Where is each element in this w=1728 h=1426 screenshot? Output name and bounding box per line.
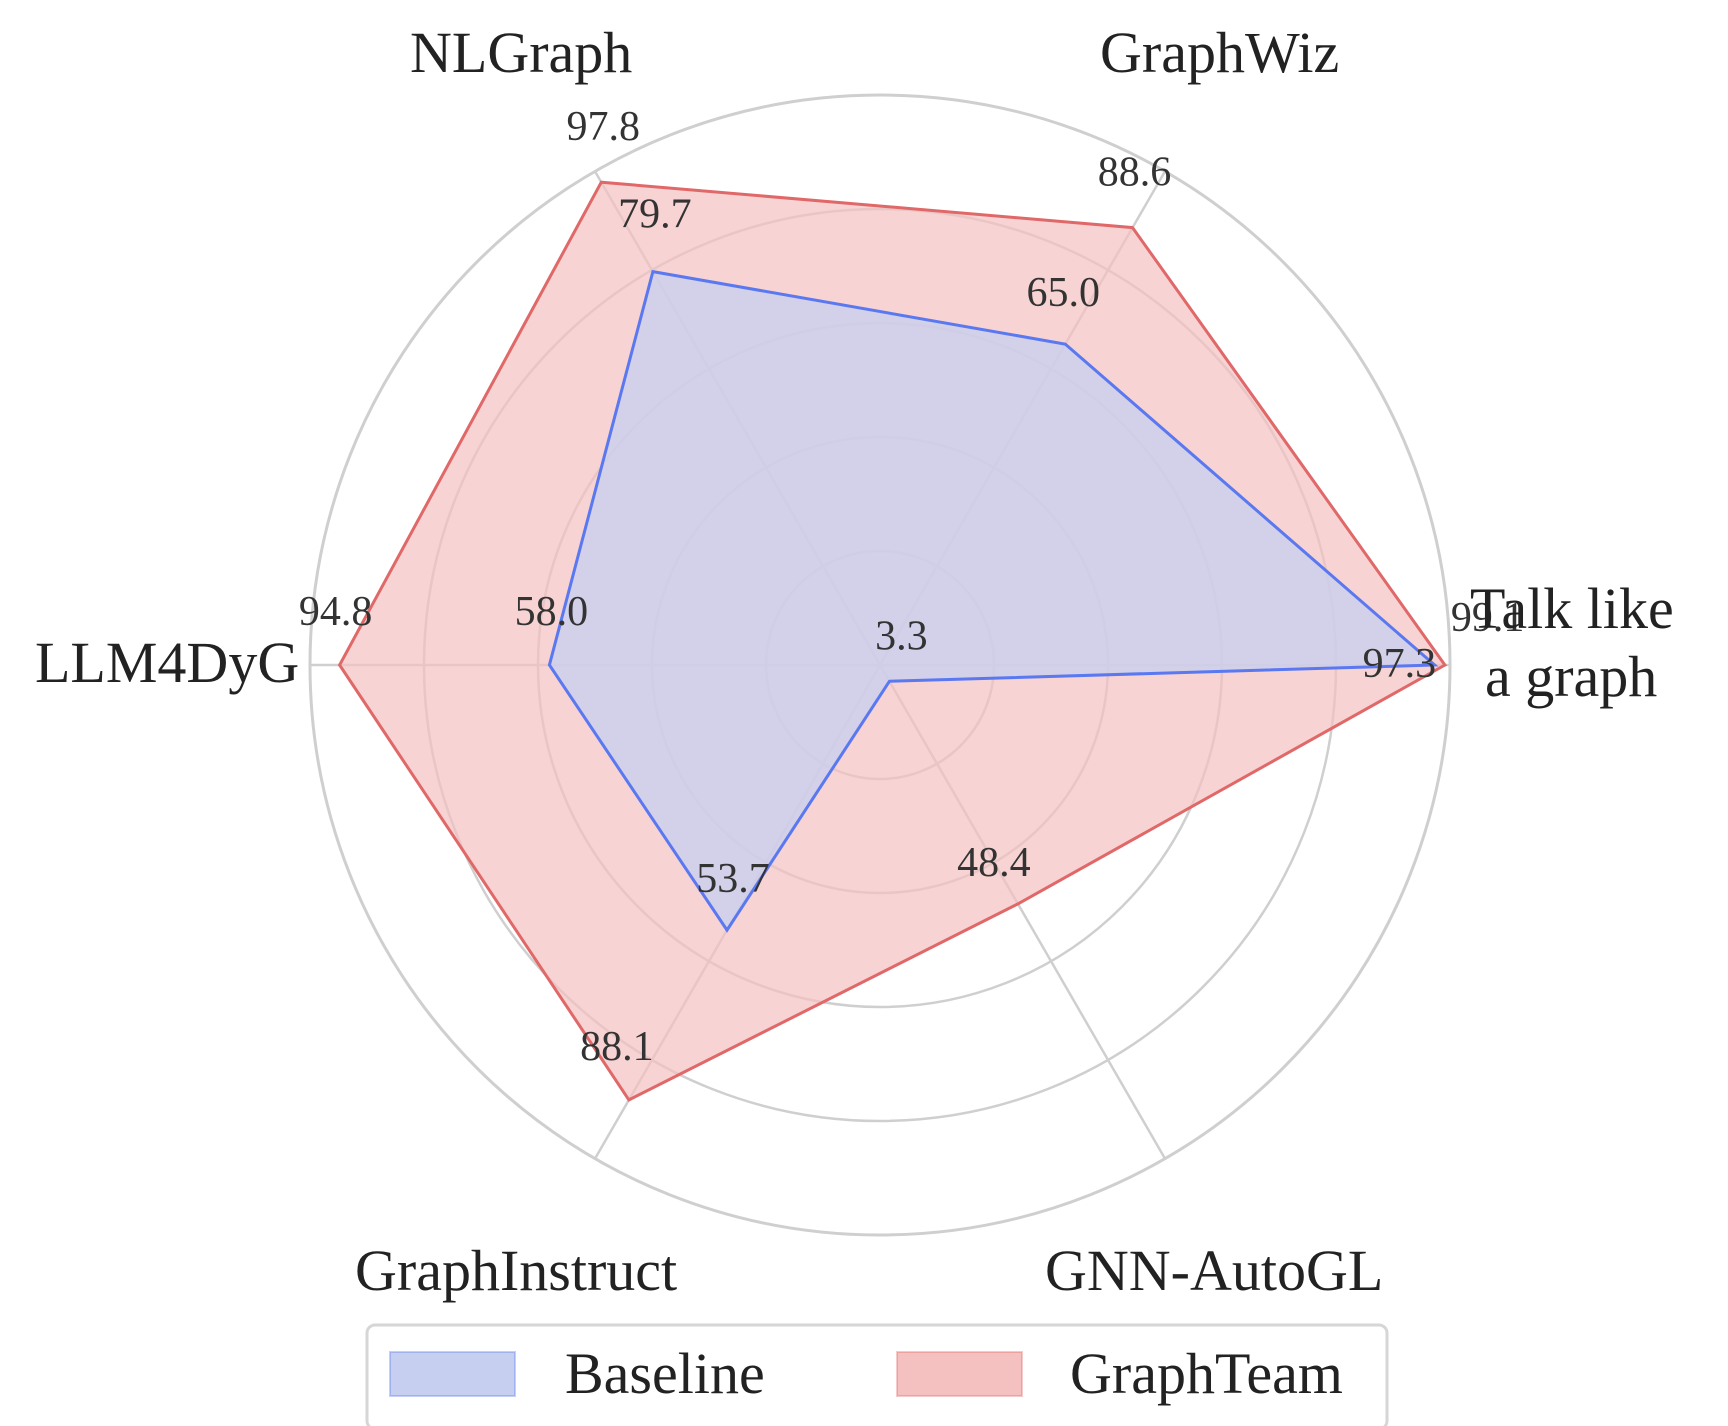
value-label-graphteam: 99.1	[1451, 595, 1525, 641]
axis-label: Talk like a graph	[1470, 576, 1674, 709]
axis-label: GraphInstruct	[355, 1238, 677, 1303]
legend-swatch-graphteam	[896, 1351, 1023, 1397]
axis-label: LLM4DyG	[35, 630, 299, 695]
axis-label: NLGraph	[410, 20, 632, 85]
legend-label-baseline: Baseline	[565, 1341, 765, 1406]
legend-swatch-baseline	[389, 1351, 516, 1397]
axis-labels: Talk like a graph GraphWiz NLGraph LLM4DyG Gr…	[35, 20, 1674, 1303]
value-label-graphteam: 97.8	[567, 104, 641, 150]
legend-label-graphteam: GraphTeam	[1070, 1341, 1343, 1406]
value-label-baseline: 53.7	[696, 856, 770, 902]
value-label-graphteam: 88.1	[580, 1024, 654, 1070]
value-label-graphteam: 94.8	[299, 589, 373, 635]
axis-label: GNN-AutoGL	[1045, 1238, 1383, 1303]
value-label-graphteam: 88.6	[1098, 150, 1172, 196]
value-label-baseline: 65.0	[1027, 270, 1101, 316]
legend-box	[365, 1323, 1389, 1426]
value-label-baseline: 58.0	[515, 589, 589, 635]
value-label-graphteam: 48.4	[957, 840, 1031, 886]
value-labels: 97.3 65.0 79.7 58.0 53.7 3.3 99.1 88.6 97.8 94.8 8…	[299, 104, 1525, 1070]
value-label-baseline: 3.3	[875, 613, 928, 659]
legend: Baseline GraphTeam	[365, 1323, 1389, 1426]
axis-label: GraphWiz	[1100, 20, 1339, 85]
value-label-baseline: 79.7	[618, 192, 692, 238]
value-label-baseline: 97.3	[1363, 641, 1437, 687]
series-baseline-polygon	[547, 269, 1439, 933]
radar-series	[337, 180, 1448, 1102]
